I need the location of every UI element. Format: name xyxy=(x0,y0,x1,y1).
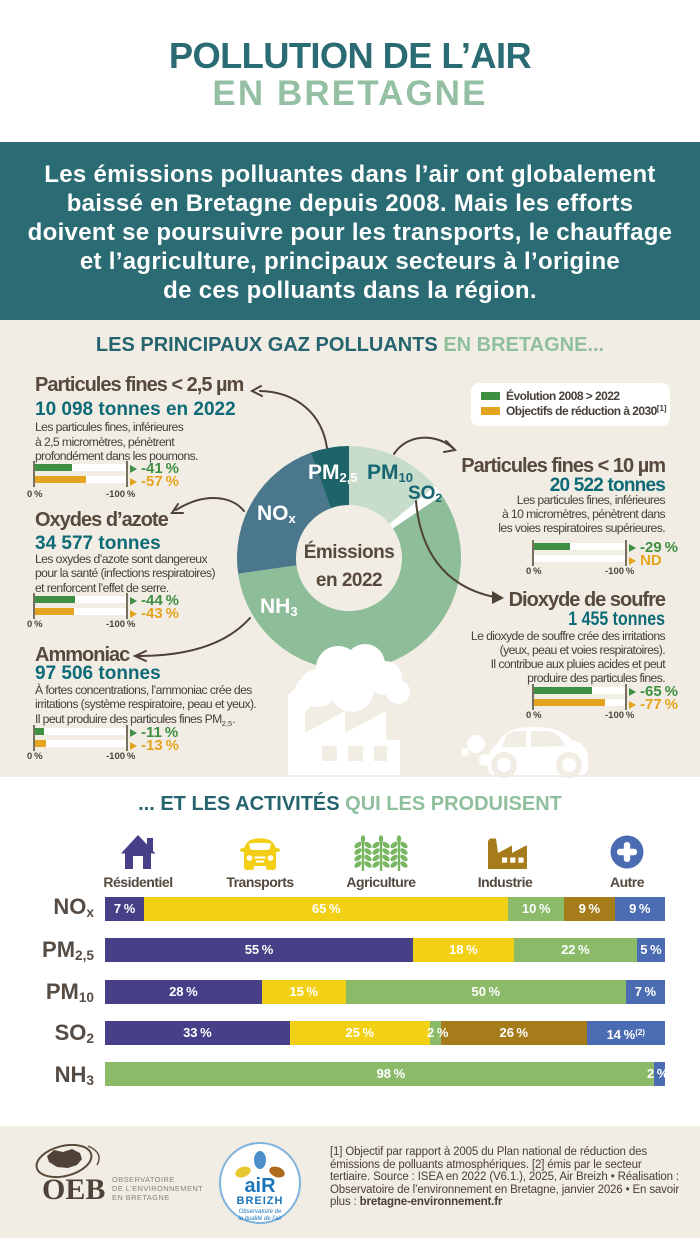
svg-text:OEB: OEB xyxy=(42,1173,105,1206)
svg-text:aiR: aiR xyxy=(244,1175,276,1197)
svg-text:EN BRETAGNE: EN BRETAGNE xyxy=(112,1193,170,1202)
svg-text:Observatoire de: Observatoire de xyxy=(239,1209,282,1215)
svg-text:OBSERVATOIRE: OBSERVATOIRE xyxy=(112,1175,175,1184)
svg-text:BREIZH: BREIZH xyxy=(237,1195,284,1207)
svg-text:la qualité de l’air: la qualité de l’air xyxy=(238,1216,282,1222)
svg-text:DE L'ENVIRONNEMENT: DE L'ENVIRONNEMENT xyxy=(112,1184,203,1193)
